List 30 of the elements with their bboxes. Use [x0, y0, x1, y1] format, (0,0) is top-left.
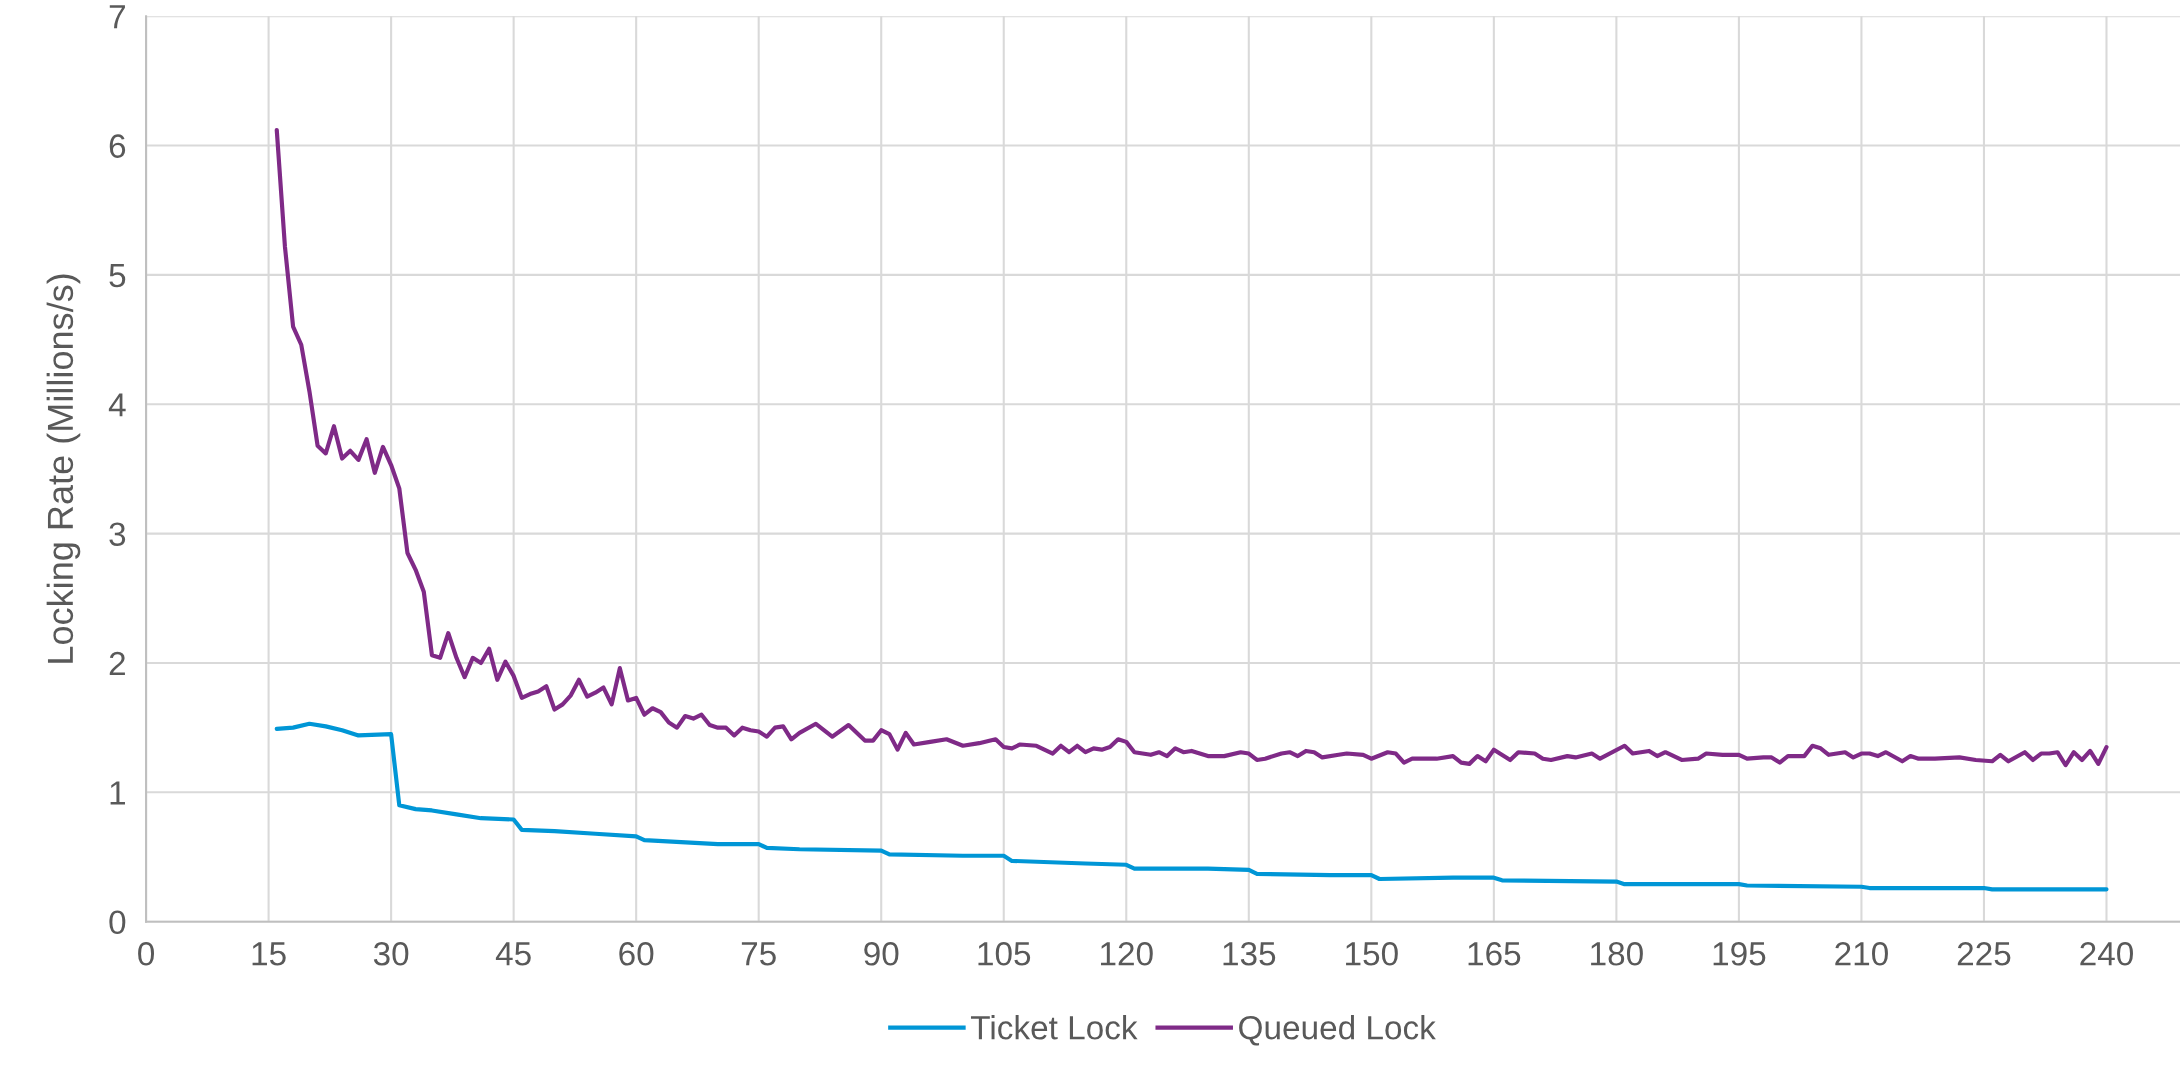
y-tick-label: 1 [110, 781, 125, 805]
x-tick-label: 150 [1346, 942, 1398, 966]
x-tick-label: 165 [1468, 942, 1521, 966]
x-tick-label: 135 [1223, 942, 1276, 966]
legend-label: Ticket Lock [970, 1015, 1138, 1040]
y-tick-label: 2 [109, 651, 125, 676]
x-tick-label: 90 [864, 942, 899, 966]
x-tick-label: 180 [1591, 942, 1643, 966]
x-tick-label: 15 [252, 942, 286, 966]
y-axis-title: Locking Rate (Millions/s) [46, 274, 81, 663]
x-tick-label: 75 [741, 942, 776, 966]
x-tick-label: 210 [1835, 942, 1888, 966]
y-tick-label: 4 [108, 393, 126, 417]
line-series [274, 127, 2109, 768]
line-series [274, 721, 2109, 892]
x-tick-label: 120 [1101, 942, 1153, 966]
x-tick-label: 195 [1713, 942, 1766, 966]
y-tick-label: 3 [109, 522, 126, 547]
x-tick-label: 0 [138, 942, 155, 966]
x-tick-label: 105 [978, 942, 1031, 966]
x-tick-label: 225 [1957, 942, 2011, 966]
x-tick-label: 45 [495, 942, 531, 966]
y-tick-label: 6 [109, 134, 126, 158]
y-tick-label: 5 [109, 264, 126, 288]
y-tick-label: 0 [109, 910, 126, 935]
y-tick-label: 7 [109, 5, 125, 29]
x-tick-label: 60 [619, 942, 654, 966]
legend-label: Queued Lock [1239, 1015, 1436, 1046]
x-tick-label: 240 [2080, 942, 2133, 966]
x-tick-label: 30 [373, 942, 409, 966]
